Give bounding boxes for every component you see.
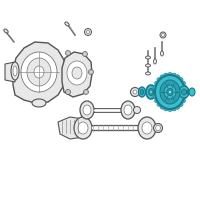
Ellipse shape [172, 108, 176, 111]
Ellipse shape [164, 108, 168, 111]
Ellipse shape [153, 95, 156, 99]
Ellipse shape [184, 90, 188, 94]
Circle shape [134, 106, 140, 114]
Ellipse shape [146, 72, 151, 75]
Ellipse shape [140, 90, 144, 95]
Ellipse shape [172, 73, 176, 76]
Ellipse shape [184, 95, 187, 99]
Ellipse shape [74, 117, 92, 139]
Circle shape [67, 91, 69, 93]
Ellipse shape [157, 78, 160, 81]
Ellipse shape [168, 108, 172, 112]
Circle shape [133, 90, 137, 94]
Ellipse shape [11, 62, 19, 80]
Ellipse shape [155, 75, 185, 109]
Circle shape [84, 53, 86, 55]
Ellipse shape [124, 105, 132, 115]
Ellipse shape [155, 99, 158, 103]
Ellipse shape [32, 99, 46, 107]
Ellipse shape [157, 103, 160, 106]
Circle shape [67, 52, 69, 54]
Polygon shape [13, 42, 66, 103]
Ellipse shape [160, 75, 164, 78]
Ellipse shape [78, 122, 88, 134]
Circle shape [66, 90, 70, 95]
Ellipse shape [155, 81, 158, 85]
Ellipse shape [146, 64, 151, 67]
Ellipse shape [65, 22, 69, 26]
Ellipse shape [146, 85, 156, 99]
Ellipse shape [83, 105, 91, 115]
Circle shape [85, 91, 87, 93]
Ellipse shape [180, 78, 183, 81]
Circle shape [90, 71, 92, 73]
Ellipse shape [21, 52, 57, 92]
Ellipse shape [138, 117, 156, 139]
Ellipse shape [67, 61, 87, 85]
Ellipse shape [153, 90, 156, 94]
Ellipse shape [138, 87, 146, 97]
Ellipse shape [160, 80, 180, 104]
Ellipse shape [160, 106, 164, 109]
Ellipse shape [184, 85, 187, 89]
Ellipse shape [164, 73, 168, 76]
Circle shape [84, 90, 88, 95]
Ellipse shape [180, 103, 183, 106]
Ellipse shape [169, 90, 171, 94]
Ellipse shape [182, 81, 185, 85]
Ellipse shape [179, 86, 189, 98]
Ellipse shape [148, 88, 154, 96]
Polygon shape [5, 62, 15, 82]
Ellipse shape [121, 101, 135, 119]
Circle shape [156, 126, 160, 130]
Ellipse shape [176, 106, 180, 109]
Circle shape [160, 32, 166, 38]
Ellipse shape [153, 85, 156, 89]
Circle shape [66, 50, 70, 55]
Ellipse shape [4, 29, 8, 33]
Circle shape [154, 123, 162, 132]
Circle shape [84, 28, 92, 36]
Ellipse shape [168, 72, 172, 75]
Ellipse shape [189, 88, 195, 96]
Polygon shape [62, 52, 92, 97]
Ellipse shape [72, 67, 82, 79]
Ellipse shape [160, 51, 164, 56]
Ellipse shape [34, 66, 44, 78]
Circle shape [130, 88, 140, 97]
Ellipse shape [176, 75, 180, 78]
Ellipse shape [150, 90, 152, 94]
Circle shape [83, 51, 88, 56]
Ellipse shape [27, 58, 51, 86]
Polygon shape [58, 117, 83, 139]
Ellipse shape [167, 88, 173, 96]
Ellipse shape [182, 99, 185, 103]
Circle shape [88, 70, 94, 74]
Circle shape [162, 33, 164, 36]
Ellipse shape [164, 85, 176, 99]
Ellipse shape [182, 89, 186, 95]
Ellipse shape [154, 59, 156, 64]
Ellipse shape [142, 122, 152, 134]
Ellipse shape [146, 56, 151, 59]
Circle shape [86, 30, 90, 33]
Ellipse shape [80, 101, 94, 119]
Ellipse shape [13, 66, 17, 76]
